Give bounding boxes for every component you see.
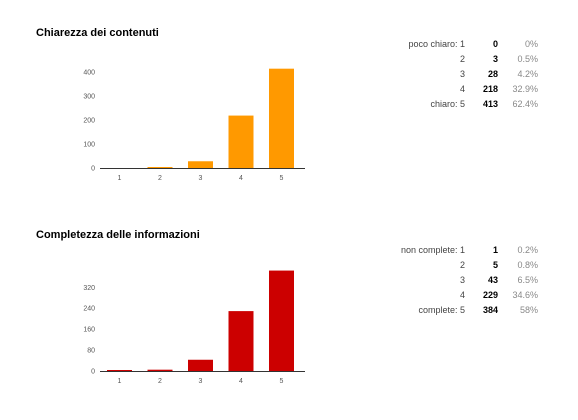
row-label: 4 (459, 290, 465, 300)
bar-chart-chiarezza: 0 100 200 300 400 1 2 3 4 5 (83, 68, 305, 182)
bar-5 (269, 270, 294, 371)
bar-3 (188, 359, 213, 371)
row-label: non complete: 1 (400, 245, 465, 255)
stats-row: chiaro: 5 413 62.4% (385, 97, 538, 112)
bar-3 (188, 161, 213, 168)
stats-table-completezza: non complete: 1 1 0.2% 2 5 0.8% 3 43 6.5% 4 229 34.… (385, 243, 538, 318)
stats-row: 3 28 4.2% (385, 67, 538, 82)
row-label: chiaro: 5 (430, 99, 465, 109)
y-tick-label: 160 (83, 327, 95, 334)
row-label: 3 (459, 69, 465, 79)
y-tick-label: 240 (83, 306, 95, 313)
row-label: 3 (459, 275, 465, 285)
y-tick-label: 300 (83, 93, 95, 100)
y-tick-label: 0 (91, 369, 95, 376)
x-tick-label: 1 (118, 378, 122, 385)
y-tick-label: 400 (83, 69, 95, 76)
x-tick-label: 4 (239, 378, 243, 385)
row-count: 384 (482, 305, 498, 315)
row-percent: 32.9% (512, 84, 538, 94)
stats-row: poco chiaro: 1 0 0% (385, 37, 538, 52)
x-tick-label: 5 (280, 175, 284, 182)
x-tick-label: 2 (158, 378, 162, 385)
row-percent: 0.8% (517, 260, 538, 270)
row-percent: 0.5% (517, 54, 538, 64)
row-percent: 58% (519, 305, 538, 315)
row-label: 2 (459, 54, 465, 64)
x-tick-label: 1 (118, 175, 122, 182)
stats-row: non complete: 1 1 0.2% (385, 243, 538, 258)
row-label: 2 (459, 260, 465, 270)
row-count: 3 (492, 54, 498, 64)
row-count: 1 (492, 245, 498, 255)
bar-5 (269, 68, 294, 168)
row-count: 413 (482, 99, 498, 109)
bar-chart-completezza: 0 80 160 240 320 1 2 3 4 5 (83, 270, 305, 385)
row-label: complete: 5 (418, 305, 465, 315)
y-tick-label: 200 (83, 117, 95, 124)
bar-2 (147, 167, 173, 168)
y-tick-label: 0 (91, 166, 95, 173)
stats-row: complete: 5 384 58% (385, 303, 538, 318)
bar-4 (228, 115, 254, 168)
y-tick-label: 320 (83, 285, 95, 292)
stats-row: 2 5 0.8% (385, 258, 538, 273)
row-percent: 34.6% (512, 290, 538, 300)
y-tick-label: 100 (83, 141, 95, 148)
x-tick-label: 2 (158, 175, 162, 182)
stats-table-chiarezza: poco chiaro: 1 0 0% 2 3 0.5% 3 28 4.2% 4 218 32.9% c… (385, 37, 538, 112)
bar-1 (107, 370, 132, 371)
row-percent: 62.4% (512, 99, 538, 109)
row-count: 229 (482, 290, 498, 300)
row-label: 4 (459, 84, 465, 94)
stats-row: 2 3 0.5% (385, 52, 538, 67)
y-tick-label: 80 (87, 348, 95, 355)
row-count: 5 (492, 260, 498, 270)
bar-2 (147, 369, 173, 371)
row-count: 28 (487, 69, 498, 79)
row-label: poco chiaro: 1 (408, 39, 465, 49)
row-count: 43 (487, 275, 498, 285)
stats-row: 4 229 34.6% (385, 288, 538, 303)
chart-section-chiarezza: Chiarezza dei contenuti 0 100 200 300 400 1 2 3… (0, 0, 578, 200)
x-tick-label: 4 (239, 175, 243, 182)
x-tick-label: 3 (199, 378, 203, 385)
stats-row: 4 218 32.9% (385, 82, 538, 97)
row-percent: 6.5% (517, 275, 538, 285)
chart-title: Chiarezza dei contenuti (36, 27, 159, 39)
row-percent: 0% (524, 39, 538, 49)
x-tick-label: 5 (280, 378, 284, 385)
row-percent: 4.2% (517, 69, 538, 79)
x-tick-label: 3 (199, 175, 203, 182)
chart-title: Completezza delle informazioni (36, 229, 200, 241)
row-count: 218 (482, 84, 498, 94)
bar-4 (228, 311, 254, 371)
row-count: 0 (492, 39, 498, 49)
stats-row: 3 43 6.5% (385, 273, 538, 288)
row-percent: 0.2% (517, 245, 538, 255)
chart-section-completezza: Completezza delle informazioni 0 80 160 240… (0, 200, 578, 420)
